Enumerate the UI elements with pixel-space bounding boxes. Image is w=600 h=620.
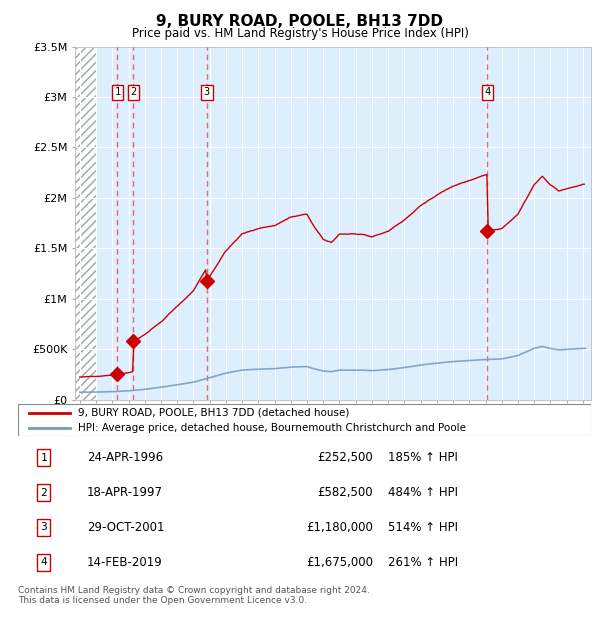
Text: 2: 2 [130,87,137,97]
Text: 514% ↑ HPI: 514% ↑ HPI [388,521,458,534]
Text: £252,500: £252,500 [317,451,373,464]
Text: 9, BURY ROAD, POOLE, BH13 7DD (detached house): 9, BURY ROAD, POOLE, BH13 7DD (detached … [78,408,350,418]
Text: 261% ↑ HPI: 261% ↑ HPI [388,556,458,569]
Text: £582,500: £582,500 [317,486,373,499]
Text: 18-APR-1997: 18-APR-1997 [87,486,163,499]
Text: 1: 1 [114,87,121,97]
Text: 2: 2 [40,487,47,497]
Bar [75,46,96,400]
Text: £1,675,000: £1,675,000 [306,556,373,569]
Text: 1: 1 [40,453,47,463]
Text: 14-FEB-2019: 14-FEB-2019 [87,556,163,569]
Text: 9, BURY ROAD, POOLE, BH13 7DD: 9, BURY ROAD, POOLE, BH13 7DD [157,14,443,29]
FancyBboxPatch shape [18,404,591,436]
Text: 3: 3 [40,523,47,533]
Text: 3: 3 [204,87,210,97]
Text: 29-OCT-2001: 29-OCT-2001 [87,521,164,534]
Text: 4: 4 [484,87,491,97]
Text: 484% ↑ HPI: 484% ↑ HPI [388,486,458,499]
Text: Price paid vs. HM Land Registry's House Price Index (HPI): Price paid vs. HM Land Registry's House … [131,27,469,40]
Text: 4: 4 [40,557,47,567]
Text: £1,180,000: £1,180,000 [307,521,373,534]
Text: 24-APR-1996: 24-APR-1996 [87,451,163,464]
Text: HPI: Average price, detached house, Bournemouth Christchurch and Poole: HPI: Average price, detached house, Bour… [78,423,466,433]
Text: Contains HM Land Registry data © Crown copyright and database right 2024.
This d: Contains HM Land Registry data © Crown c… [18,586,370,605]
Text: 185% ↑ HPI: 185% ↑ HPI [388,451,457,464]
